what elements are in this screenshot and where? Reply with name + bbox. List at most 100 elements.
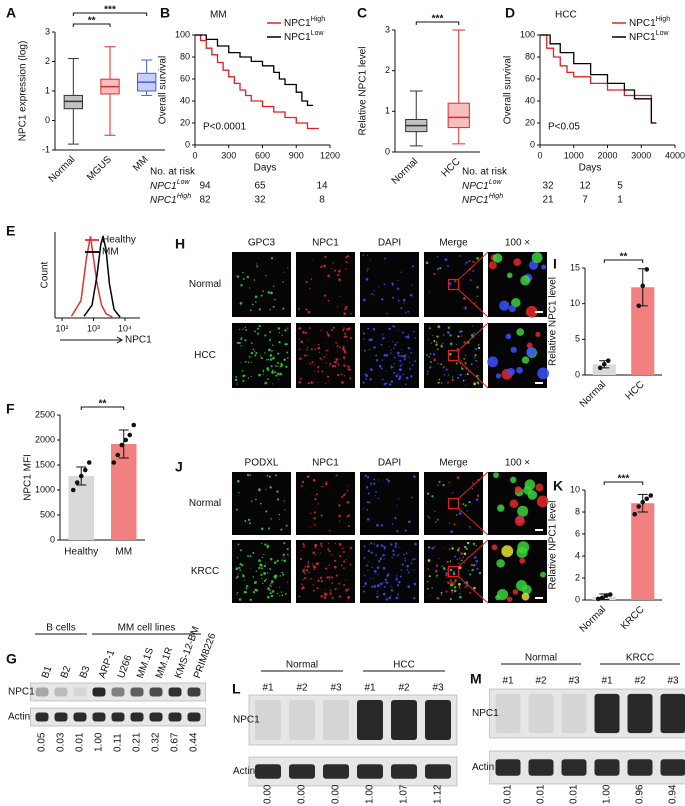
cell-dot	[336, 373, 340, 377]
cell-dot	[307, 562, 310, 565]
cell-dot	[272, 356, 275, 360]
cell-dot	[238, 492, 240, 494]
cell-dot	[463, 297, 466, 300]
cell-dot	[376, 544, 379, 548]
cell-dot	[273, 575, 277, 578]
cell-dot	[385, 353, 389, 357]
cell-dot	[362, 332, 366, 335]
cell-dot	[250, 361, 252, 363]
data-point	[599, 595, 605, 601]
cell-dot	[306, 354, 309, 357]
cell-dot	[342, 356, 346, 359]
cell-dot	[338, 595, 342, 598]
label-with-superscript: NPC1High	[462, 193, 503, 206]
cell-dot	[366, 501, 369, 504]
cell-dot	[270, 582, 272, 585]
cell-dot	[317, 503, 320, 505]
significance-bracket	[72, 23, 111, 27]
cell-dot	[373, 569, 377, 573]
cell-dot	[398, 377, 401, 381]
cell-dot	[242, 379, 245, 382]
cell-dot	[383, 581, 385, 583]
cell-dot	[474, 348, 478, 351]
x-category-label: Normal	[390, 156, 421, 187]
cell-dot	[436, 574, 438, 577]
cell-dot	[387, 479, 391, 483]
cell-dot	[313, 511, 316, 514]
cell-dot	[385, 382, 388, 385]
cell-dot	[426, 580, 429, 583]
cell-dot	[405, 335, 408, 338]
cell-dot	[477, 366, 479, 368]
cell-dot	[407, 585, 411, 588]
cell-dot	[331, 596, 334, 599]
cell-dot	[323, 264, 326, 268]
label-superscript: Low	[311, 30, 325, 37]
cell-dot	[331, 364, 335, 368]
risk-table-title: No. at risk	[150, 167, 196, 178]
blot-band	[660, 759, 685, 776]
cell-dot	[298, 595, 301, 598]
cell-dot	[366, 270, 368, 272]
cell-dot	[347, 365, 350, 368]
cell-dot	[347, 368, 351, 371]
cell-dot	[285, 524, 288, 527]
cell-dot	[250, 342, 253, 344]
cell-dot	[236, 383, 238, 385]
cell-dot	[382, 333, 384, 335]
cell-dot	[459, 373, 463, 376]
cell-dot	[414, 337, 416, 339]
cell-dot	[343, 350, 347, 354]
x-category-label: MM	[131, 154, 151, 174]
cell-dot	[236, 593, 238, 595]
blot-band	[149, 687, 163, 697]
cell-dot	[269, 592, 272, 595]
band-quantity: 0.00	[263, 784, 274, 804]
cell-dot	[260, 567, 263, 570]
cell-dot	[376, 566, 380, 569]
cell-dot	[247, 377, 250, 379]
legend-label: MM	[102, 247, 119, 258]
lane-label: U266	[116, 653, 135, 680]
cell-dot	[383, 558, 385, 560]
cell-dot	[427, 339, 430, 341]
cell-dot	[439, 267, 442, 270]
cell-dot	[269, 557, 273, 561]
cell-dot	[368, 348, 371, 351]
y-tick-label: 60	[180, 73, 190, 83]
lane-label: #3	[667, 676, 679, 687]
cell-dot	[255, 581, 257, 583]
cell-dot	[476, 256, 479, 260]
label-name: NPC1	[150, 181, 177, 192]
cell-dot	[258, 488, 261, 492]
cell-dot	[461, 367, 464, 370]
cell-dot	[320, 595, 323, 598]
cell-dot	[437, 325, 441, 329]
band-quantity: 0.96	[635, 784, 646, 804]
panel-letter: A	[6, 5, 16, 21]
cell-dot	[378, 365, 382, 368]
lane-label: #1	[601, 676, 613, 687]
cell-dot	[364, 474, 367, 478]
risk-count: 7	[582, 195, 588, 206]
cell-dot	[463, 307, 465, 309]
y-tick-label: 0	[45, 115, 50, 125]
cell-dot	[511, 297, 521, 308]
cell-dot	[267, 348, 271, 352]
y-tick-label: 8	[575, 506, 580, 516]
cell-dot	[429, 366, 432, 369]
cell-dot	[436, 267, 440, 271]
cell-dot	[331, 582, 333, 584]
survival-curve	[540, 34, 653, 123]
cell-dot	[340, 373, 343, 376]
y-tick-label: 40	[525, 95, 535, 105]
cell-dot	[391, 556, 394, 559]
lane-label: #3	[432, 683, 444, 694]
y-tick-label: 20	[180, 117, 190, 127]
blot-band	[255, 700, 281, 740]
cell-dot	[275, 374, 278, 377]
label-with-superscript: NPC1High	[150, 193, 191, 206]
cell-dot	[362, 585, 365, 588]
cell-dot	[307, 346, 309, 349]
cell-dot	[320, 545, 323, 548]
